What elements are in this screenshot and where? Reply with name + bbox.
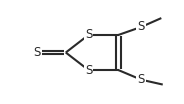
Text: S: S bbox=[33, 46, 41, 59]
Text: S: S bbox=[85, 28, 92, 41]
Text: S: S bbox=[138, 20, 145, 33]
Text: S: S bbox=[138, 73, 145, 86]
Text: S: S bbox=[85, 64, 92, 77]
